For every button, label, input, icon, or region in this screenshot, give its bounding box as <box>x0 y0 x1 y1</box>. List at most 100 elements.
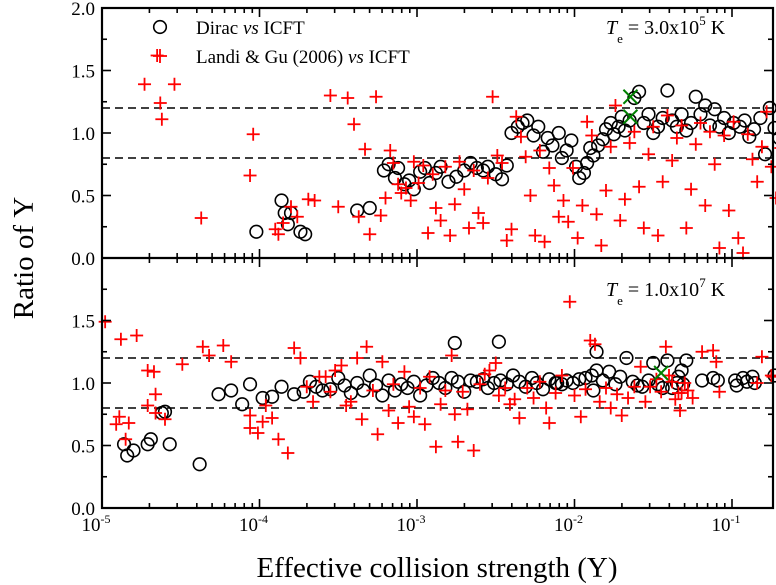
landi-gu-point <box>412 176 426 190</box>
landi-gu-point <box>599 381 613 395</box>
dirac-point <box>698 98 713 113</box>
temperature-label: Te = 1.0x107 K <box>606 275 726 308</box>
landi-gu-point <box>175 357 189 371</box>
landi-gu-point <box>399 181 413 195</box>
landi-gu-point <box>341 91 355 105</box>
legend-circle-marker <box>152 19 168 35</box>
landi-gu-point <box>706 344 720 357</box>
dirac-point <box>381 373 396 388</box>
landi-gu-point <box>741 127 755 141</box>
legend-label: Landi & Gu (2006) vs ICFT <box>196 47 410 68</box>
dirac-point <box>545 138 560 153</box>
y-tick-label: 1.0 <box>71 374 95 395</box>
y-tick-label: 0.0 <box>71 249 95 270</box>
dirac-point <box>526 128 541 143</box>
landi-gu-point <box>391 416 405 430</box>
dirac-point <box>655 110 670 126</box>
landi-gu-point <box>610 387 624 401</box>
landi-gu-point <box>130 329 144 342</box>
landi-gu-point <box>429 440 443 454</box>
landi-gu-point <box>627 380 641 394</box>
landi-gu-point <box>660 109 674 122</box>
landi-gu-point <box>371 427 385 441</box>
landi-gu-point <box>224 355 238 369</box>
landi-gu-point <box>698 199 712 212</box>
landi-gu-point <box>571 231 585 245</box>
dirac-point <box>224 383 239 398</box>
dirac-point <box>126 443 141 458</box>
y-tick-label: 0.0 <box>71 499 95 520</box>
x-axis-ticks: 10-5 10-4 10-3 10-2 10-1 <box>82 8 741 536</box>
y-axis-ticks: 0.0 0.5 1.0 1.5 2.0 0.0 0.5 1.0 1.5 <box>71 0 773 520</box>
landi-gu-point <box>675 386 689 400</box>
landi-gu-point <box>665 375 679 389</box>
landi-gu-point <box>750 376 764 390</box>
dirac-point <box>242 377 258 392</box>
landi-gu-point <box>604 401 618 415</box>
landi-gu-point <box>708 157 722 171</box>
landi-gu-point <box>556 194 570 207</box>
landi-gu-point <box>646 120 660 134</box>
landi-gu-point <box>243 421 257 435</box>
landi-gu-point <box>590 207 604 221</box>
dirac-point <box>694 373 710 388</box>
landi-gu-point <box>727 115 741 129</box>
landi-gu-point <box>119 432 133 446</box>
dirac-point <box>660 83 675 98</box>
dirac-point <box>742 129 757 144</box>
landi-gu-point <box>561 215 575 229</box>
landi-gu-point <box>167 77 181 91</box>
landi-gu-point <box>654 385 668 399</box>
landi-gu-point <box>689 137 703 151</box>
landi-gu-point <box>492 389 506 402</box>
landi-gu-point <box>717 129 731 142</box>
landi-gu-point <box>391 177 405 191</box>
landi-gu-point <box>423 370 437 384</box>
y-tick-label: 2.0 <box>71 0 95 20</box>
dirac-point <box>576 165 592 181</box>
landi-gu-point <box>555 369 569 382</box>
axes-frame <box>100 6 775 510</box>
landi-gu-point <box>352 210 366 224</box>
dirac-point <box>729 378 744 393</box>
landi-gu-point <box>542 161 556 175</box>
landi-gu-point <box>604 140 618 154</box>
landi-gu-point <box>500 234 514 247</box>
landi-gu-point <box>194 211 208 225</box>
landi-gu-point <box>623 136 637 150</box>
landi-gu-point <box>323 385 337 399</box>
temperature-label: Te = 3.0x105 K <box>606 13 726 46</box>
landi-gu-point <box>627 125 641 139</box>
landi-gu-point <box>443 229 457 242</box>
dirac-point <box>441 174 456 189</box>
landi-gu-point <box>369 90 383 104</box>
landi-gu-point <box>122 416 136 430</box>
landi-gu-point <box>519 150 533 164</box>
landi-gu-point <box>438 384 452 397</box>
dirac-point <box>614 109 629 124</box>
landi-gu-point <box>147 365 161 379</box>
dirac-point <box>554 150 570 166</box>
dirac-point <box>255 390 270 406</box>
landi-gu-point <box>514 130 528 144</box>
landi-gu-point <box>634 360 648 374</box>
landi-gu-point <box>457 182 471 196</box>
landi-gu-point <box>287 341 301 355</box>
landi-gu-point <box>426 167 440 181</box>
landi-gu-point <box>467 164 481 177</box>
landi-gu-point <box>552 210 566 224</box>
dirac-point <box>469 374 484 389</box>
dirac-point <box>655 380 670 396</box>
landi-gu-point <box>421 226 435 240</box>
dirac-point <box>192 457 207 472</box>
landi-gu-point <box>407 410 421 424</box>
dirac-point <box>531 119 546 134</box>
landi-gu-point <box>366 384 380 397</box>
landi-gu-point <box>527 391 541 405</box>
landi-gu-point <box>509 110 523 124</box>
legend-item: Dirac vs ICFT <box>152 18 305 39</box>
landi-gu-point <box>347 117 361 131</box>
dirac-point <box>469 160 484 176</box>
landi-gu-point <box>451 435 465 449</box>
dirac-point <box>589 363 604 378</box>
